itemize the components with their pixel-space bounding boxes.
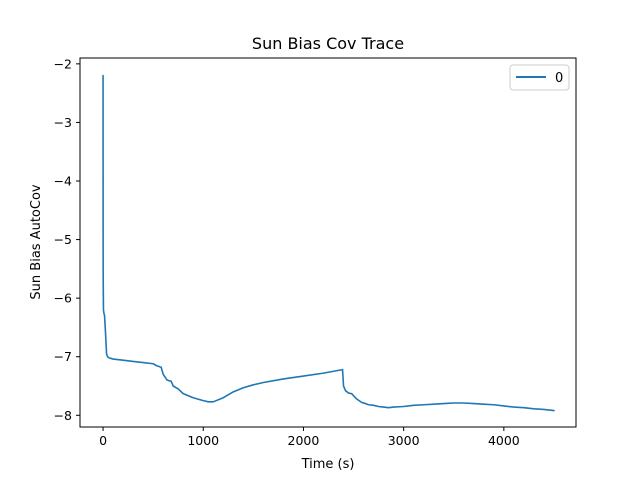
x-tick-label: 4000 xyxy=(488,433,520,448)
y-tick-label: −8 xyxy=(54,408,72,423)
x-axis-label: Time (s) xyxy=(301,457,355,472)
plot-frame xyxy=(79,57,577,428)
series-line-0 xyxy=(102,74,555,412)
x-tick-label: 3000 xyxy=(388,433,420,448)
x-axis: 0 1000 2000 3000 4000 xyxy=(99,427,520,448)
y-axis: −8 −7 −6 −5 −4 −3 −2 xyxy=(54,56,80,423)
y-tick-label: −3 xyxy=(54,115,72,130)
legend: 0 xyxy=(509,64,570,91)
y-tick-label: −6 xyxy=(54,291,72,306)
y-tick-label: −5 xyxy=(54,232,72,247)
x-tick-label: 0 xyxy=(99,433,107,448)
y-tick-label: −7 xyxy=(54,349,72,364)
chart-title: Sun Bias Cov Trace xyxy=(252,34,404,53)
y-axis-label: Sun Bias AutoCov xyxy=(29,184,44,299)
y-tick-label: −4 xyxy=(54,174,72,189)
x-tick-label: 1000 xyxy=(187,433,219,448)
series-layer xyxy=(102,74,555,412)
y-tick-label: −2 xyxy=(54,56,72,71)
x-tick-label: 2000 xyxy=(288,433,320,448)
legend-label: 0 xyxy=(555,71,563,86)
